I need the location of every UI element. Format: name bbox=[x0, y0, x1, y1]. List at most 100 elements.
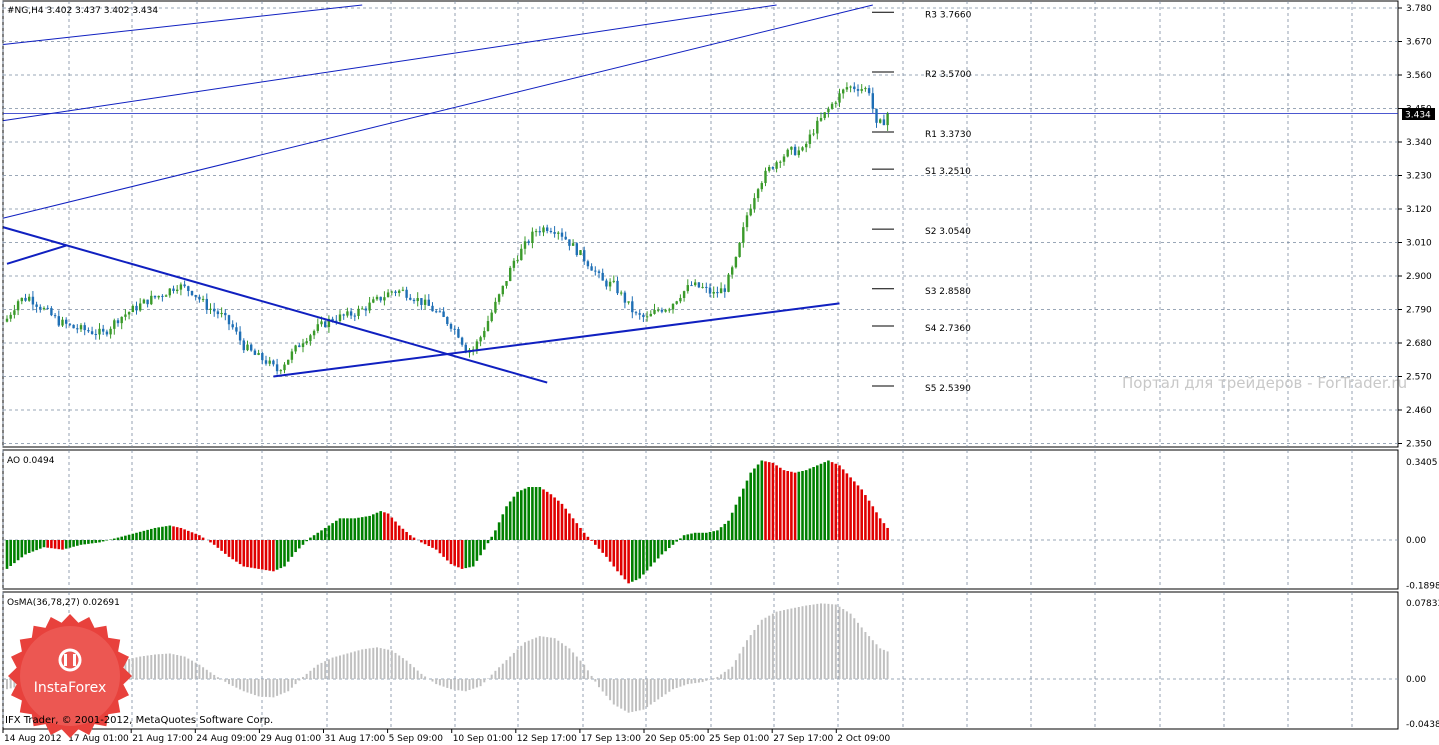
candle-body bbox=[435, 311, 438, 313]
time-tick-label: 25 Sep 01:00 bbox=[709, 734, 769, 744]
resistance-line bbox=[3, 226, 548, 384]
candle-body bbox=[812, 133, 815, 135]
candle-body bbox=[238, 331, 242, 341]
candle-body bbox=[579, 250, 582, 256]
candle-body bbox=[823, 112, 826, 119]
time-tick-label: 29 Aug 01:00 bbox=[260, 734, 321, 744]
candle-body bbox=[660, 309, 664, 312]
candle-body bbox=[538, 231, 541, 233]
price-tick-label: 3.670 bbox=[1406, 38, 1432, 48]
candle-body bbox=[309, 335, 312, 342]
candle-body bbox=[157, 295, 160, 298]
candle-body bbox=[135, 305, 138, 311]
candle-body bbox=[797, 150, 800, 156]
candle-body bbox=[446, 316, 449, 325]
trend-lines bbox=[3, 4, 873, 384]
candle-body bbox=[201, 298, 205, 300]
candle-body bbox=[775, 162, 778, 169]
candle-body bbox=[531, 231, 534, 243]
logo-mark-icon bbox=[58, 648, 82, 672]
pivot-label: S5 2.5390 bbox=[925, 384, 971, 394]
candle-body bbox=[401, 289, 405, 291]
candle-body bbox=[623, 292, 627, 303]
candle-body bbox=[723, 288, 726, 292]
candle-body bbox=[731, 267, 734, 275]
price-tick-label: 3.120 bbox=[1406, 205, 1432, 215]
current-price-label: 3.434 bbox=[1405, 111, 1431, 121]
candle-body bbox=[486, 321, 490, 332]
candle-body bbox=[53, 315, 57, 317]
price-tick-label: 2.570 bbox=[1406, 373, 1432, 383]
candle-body bbox=[438, 311, 442, 313]
candle-body bbox=[583, 250, 586, 262]
candle-body bbox=[253, 350, 257, 355]
candle-body bbox=[649, 313, 652, 317]
candle-body bbox=[449, 324, 453, 329]
candle-body bbox=[801, 147, 804, 151]
candle-body bbox=[483, 331, 486, 338]
candle-body bbox=[357, 308, 360, 316]
time-tick-label: 20 Sep 05:00 bbox=[645, 734, 705, 744]
candle-body bbox=[708, 287, 712, 294]
osma-indicator-panel[interactable] bbox=[2, 591, 1399, 730]
candle-body bbox=[116, 320, 120, 324]
candle-body bbox=[520, 248, 523, 261]
candle-body bbox=[79, 325, 83, 330]
candle-body bbox=[457, 328, 460, 338]
candle-body bbox=[727, 274, 730, 292]
candle-body bbox=[120, 316, 123, 324]
osma-header: OsMA(36,78,27) 0.02691 bbox=[7, 598, 120, 608]
time-tick-label: 17 Aug 01:00 bbox=[68, 734, 129, 744]
candle-body bbox=[793, 146, 797, 156]
candle-body bbox=[46, 307, 49, 309]
time-tick-label: 14 Aug 2012 bbox=[4, 734, 62, 744]
candle-body bbox=[42, 307, 46, 310]
candle-body bbox=[368, 302, 371, 311]
candle-body bbox=[412, 299, 416, 302]
candle-body bbox=[453, 328, 456, 330]
candle-body bbox=[420, 298, 423, 305]
candle-body bbox=[398, 290, 401, 293]
candle-body bbox=[179, 284, 183, 290]
candle-body bbox=[250, 344, 253, 351]
candle-body bbox=[845, 87, 849, 90]
candle-body bbox=[738, 242, 741, 257]
candle-body bbox=[771, 167, 775, 169]
candle-body bbox=[246, 344, 249, 351]
candle-body bbox=[819, 118, 823, 121]
price-axis: 3.7803.6703.5603.4503.3403.2303.1203.010… bbox=[1398, 4, 1439, 730]
candle-body bbox=[146, 299, 149, 305]
indicator-tick-label: 0.07833 bbox=[1406, 599, 1439, 609]
candle-body bbox=[90, 331, 94, 334]
price-tick-label: 3.010 bbox=[1406, 239, 1432, 249]
candle-body bbox=[127, 312, 131, 315]
candle-body bbox=[460, 337, 464, 345]
candle-body bbox=[875, 108, 878, 123]
candle-body bbox=[24, 297, 27, 301]
logo-text: InstaForex bbox=[34, 680, 107, 696]
time-tick-label: 21 Aug 17:00 bbox=[132, 734, 193, 744]
candle-body bbox=[867, 88, 871, 94]
candle-body bbox=[853, 86, 856, 90]
candle-body bbox=[335, 320, 338, 322]
candle-body bbox=[697, 282, 701, 288]
candle-body bbox=[312, 330, 316, 336]
short-trend-line bbox=[6, 244, 67, 265]
copyright-text: IFX Trader, © 2001-2012, MetaQuotes Soft… bbox=[5, 715, 273, 726]
time-tick-label: 5 Sep 09:00 bbox=[389, 734, 444, 744]
candle-body bbox=[549, 231, 553, 233]
indicator-tick-label: 0.00 bbox=[1406, 675, 1426, 685]
candle-body bbox=[423, 299, 427, 305]
candle-body bbox=[242, 340, 245, 351]
candle-body bbox=[686, 285, 689, 292]
candle-body bbox=[338, 314, 342, 321]
main-chart-header: #NG,H4 3.402 3.437 3.402 3.434 bbox=[7, 6, 158, 16]
candle-body bbox=[279, 370, 282, 372]
ao-indicator-panel[interactable] bbox=[2, 449, 1399, 590]
indicator-tick-label: -0.04383 bbox=[1406, 720, 1439, 730]
candle-body bbox=[497, 294, 501, 302]
candle-body bbox=[586, 261, 590, 267]
grid-lines bbox=[2, 1, 1398, 729]
pivot-label: R2 3.5700 bbox=[925, 70, 972, 80]
candle-body bbox=[346, 311, 349, 316]
